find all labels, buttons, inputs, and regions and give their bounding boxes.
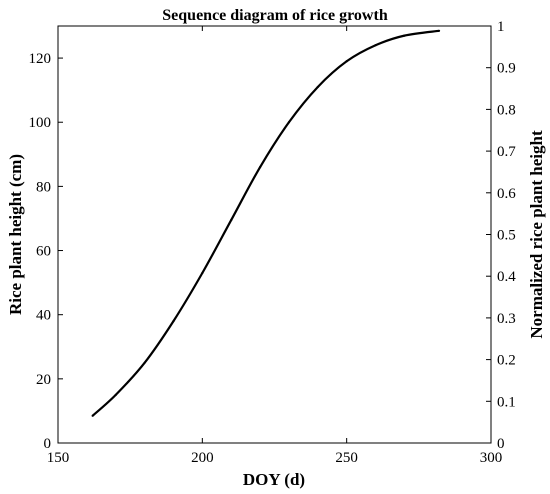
data-point-8 xyxy=(316,85,319,89)
y-tick-label-6: 120 xyxy=(29,51,52,67)
y2-tick-label-8: 0.8 xyxy=(497,102,516,118)
data-point-7 xyxy=(287,121,291,124)
y2-tick-label-7: 0.7 xyxy=(497,144,516,160)
data-point-12 xyxy=(437,29,441,32)
y2-tick-label-4: 0.4 xyxy=(497,269,516,285)
y2-tick-label-5: 0.5 xyxy=(497,228,516,244)
y2-tick-label-9: 0.9 xyxy=(497,61,516,77)
y-tick-label-3: 60 xyxy=(36,244,51,260)
data-point-5 xyxy=(230,218,233,222)
data-point-9 xyxy=(345,60,348,63)
y-tick-label-5: 100 xyxy=(29,115,52,131)
series-line-rice-height xyxy=(91,29,440,417)
y-tick-label-0: 0 xyxy=(44,436,52,452)
y2-axis-label: Normalized rice plant height xyxy=(527,130,546,339)
data-point-3 xyxy=(172,320,175,323)
y-tick-label-1: 20 xyxy=(36,372,51,388)
y2-tick-label-0: 0 xyxy=(497,436,505,452)
data-point-6 xyxy=(258,166,262,169)
y2-tick-label-3: 0.3 xyxy=(497,311,516,327)
y2-tick-label-10: 1 xyxy=(497,19,505,35)
y-axis-label: Rice plant height (cm) xyxy=(6,154,25,315)
y2-tick-label-6: 0.6 xyxy=(497,186,516,202)
y-tick-label-4: 80 xyxy=(36,179,51,195)
data-points xyxy=(91,29,441,417)
tick-labels: 150 200 250 30002040608010012000.10.20.30.4… xyxy=(29,19,517,466)
plot-frame xyxy=(57,25,492,444)
tick-marks xyxy=(57,25,492,444)
data-point-2 xyxy=(143,361,146,364)
data-point-11 xyxy=(403,34,406,37)
y-tick-label-2: 40 xyxy=(36,308,51,324)
x-tick-label-1: 200 xyxy=(191,450,214,466)
x-tick-label-0: 150 xyxy=(47,450,70,466)
x-axis-label: DOY (d) xyxy=(243,470,305,489)
y2-tick-label-1: 0.1 xyxy=(497,394,516,410)
x-tick-label-2: 250 xyxy=(335,450,358,466)
x-tick-label-3: 300 xyxy=(480,450,503,466)
chart-title: Sequence diagram of rice growth xyxy=(162,7,388,24)
data-point-1 xyxy=(114,393,117,396)
data-point-0 xyxy=(91,414,94,417)
y2-tick-label-2: 0.2 xyxy=(497,353,516,369)
data-point-4 xyxy=(201,271,204,275)
data-point-10 xyxy=(374,44,377,47)
